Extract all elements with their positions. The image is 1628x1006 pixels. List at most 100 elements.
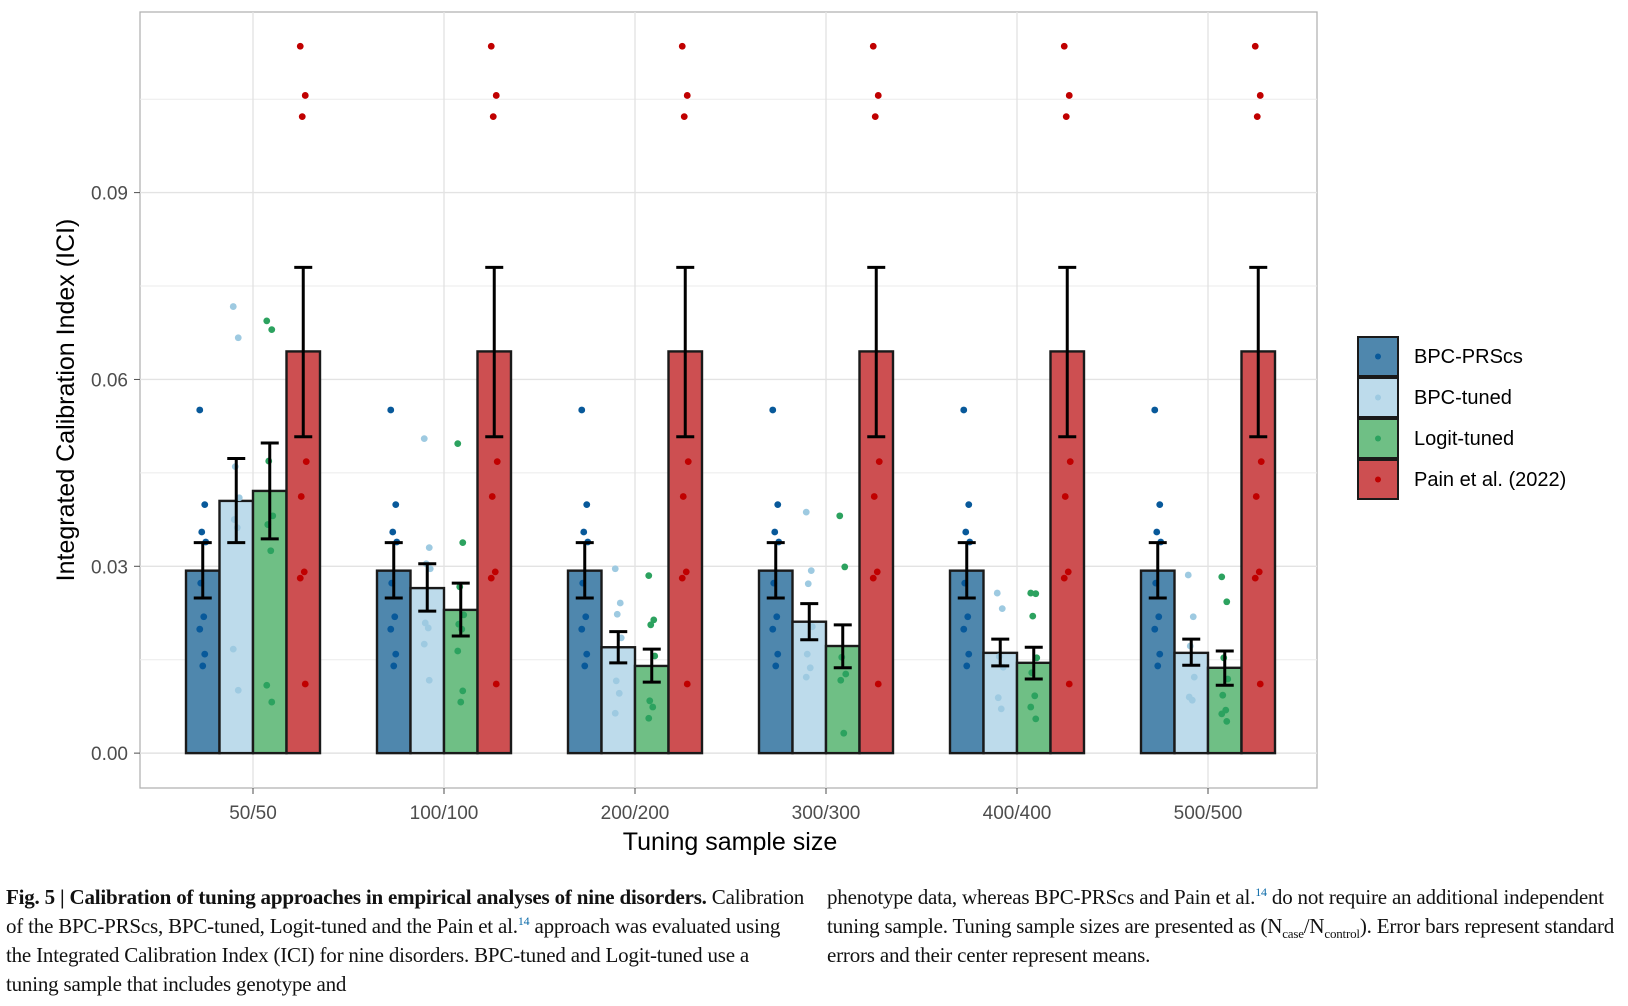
error-bar [1024, 645, 1043, 681]
data-point [229, 645, 237, 653]
plot-panel [139, 11, 1318, 789]
data-point [1060, 574, 1068, 582]
x-tick-label: 300/300 [792, 803, 861, 824]
error-bar [642, 647, 661, 684]
data-point [424, 624, 432, 632]
data-point [263, 317, 271, 325]
x-axis-title: Tuning sample size [623, 828, 837, 856]
error-bar [260, 441, 279, 541]
data-point [425, 676, 433, 684]
data-point [615, 689, 623, 697]
data-point [389, 528, 397, 536]
data-point [298, 113, 306, 121]
data-point [1154, 662, 1162, 670]
data-point [1189, 613, 1197, 621]
data-point [492, 680, 500, 688]
data-point [837, 676, 845, 684]
data-point [268, 698, 276, 706]
data-point [869, 574, 877, 582]
bar-bpc-tuned [791, 620, 828, 755]
data-point [1223, 598, 1231, 606]
legend: BPC-PRScs BPC-tuned Logit-tuned Pain et al.… [1357, 336, 1566, 500]
data-point [836, 512, 844, 520]
data-point [302, 458, 310, 466]
data-point [387, 625, 395, 633]
subscript-case: case [1282, 926, 1304, 942]
error-bar [1215, 649, 1234, 687]
legend-label: Logit-tuned [1414, 428, 1514, 450]
data-point [1027, 703, 1035, 711]
data-point [680, 113, 688, 121]
x-tick-label: 100/100 [410, 803, 479, 824]
data-point [1251, 574, 1259, 582]
error-bar [867, 265, 886, 439]
data-point [612, 677, 620, 685]
caption-title: Calibration of tuning approaches in empi… [69, 885, 707, 909]
data-point [1156, 501, 1164, 509]
data-point [198, 528, 206, 536]
data-point [392, 501, 400, 509]
data-point [457, 698, 465, 706]
data-point [390, 662, 398, 670]
data-point [647, 621, 655, 629]
data-point [611, 709, 619, 717]
data-point [301, 680, 309, 688]
legend-key-point [1375, 476, 1381, 483]
data-point [581, 662, 589, 670]
data-point [650, 616, 658, 624]
data-point [1155, 613, 1163, 621]
citation-ref[interactable]: 14 [517, 914, 530, 928]
data-point [1184, 571, 1192, 579]
error-bar [418, 562, 437, 613]
data-points [196, 42, 1265, 737]
data-point [493, 458, 501, 466]
legend-item: BPC-PRScs [1357, 336, 1523, 377]
data-point [1256, 92, 1264, 99]
gridlines [140, 12, 1317, 788]
legend-label: BPC-PRScs [1414, 346, 1523, 368]
data-point [962, 528, 970, 536]
data-point [1065, 680, 1073, 688]
caption-slash: /N [1303, 914, 1325, 938]
data-point [1064, 568, 1072, 576]
data-point [771, 528, 779, 536]
data-point [578, 406, 586, 414]
data-point [870, 493, 878, 500]
data-point [1151, 625, 1159, 633]
data-point [613, 610, 621, 618]
caption-label: Fig. 5 | [6, 885, 65, 909]
data-point [960, 625, 968, 633]
citation-ref[interactable]: 14 [1255, 885, 1267, 899]
data-point [296, 42, 304, 50]
data-point [459, 687, 467, 695]
legend-key-point [1375, 435, 1381, 442]
error-bar [485, 265, 504, 439]
bar-logit-tuned [442, 608, 479, 755]
data-point [300, 568, 308, 576]
bar-bpc-tuned [409, 586, 446, 755]
data-point [234, 686, 242, 694]
data-point [583, 650, 591, 658]
data-point [487, 42, 495, 50]
data-point [1032, 715, 1040, 723]
caption-body-3: do not require an additional independent… [827, 885, 1604, 938]
data-point [1218, 573, 1226, 581]
legend-item: Logit-tuned [1357, 418, 1514, 459]
data-point [1218, 710, 1226, 718]
data-point [578, 625, 586, 633]
data-point [611, 565, 619, 573]
data-point [583, 501, 591, 509]
error-bar [676, 265, 695, 439]
data-point [807, 567, 815, 575]
data-point [1252, 493, 1260, 500]
data-point [1031, 692, 1039, 700]
data-point [965, 501, 973, 509]
data-point [492, 92, 500, 99]
data-point [1256, 680, 1264, 688]
data-point [840, 729, 848, 737]
data-point [645, 572, 653, 580]
y-axis: 0.00 0.03 0.06 0.09 [91, 184, 140, 765]
data-point [774, 501, 782, 509]
subscript-control: control [1324, 926, 1360, 942]
data-point [1032, 590, 1040, 598]
